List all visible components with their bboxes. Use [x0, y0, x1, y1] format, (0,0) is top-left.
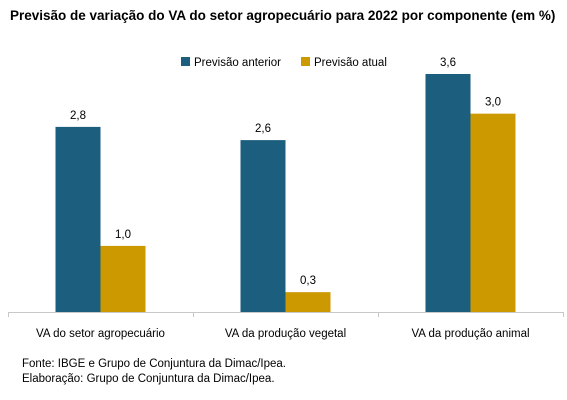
data-label-2-3: 3,0: [485, 97, 501, 109]
legend-label-2: Previsão atual: [314, 57, 387, 69]
legend-swatch-1: [181, 57, 190, 66]
source-note: Fonte: IBGE e Grupo de Conjuntura da Dim…: [22, 358, 287, 370]
chart-title: Previsão de variação do VA do setor agro…: [10, 8, 556, 23]
legend-label-1: Previsão anterior: [194, 57, 281, 69]
data-label-1-1: 2,8: [70, 110, 86, 122]
bar-2-2: [285, 292, 331, 312]
legend-swatch-2: [301, 57, 310, 66]
bar-2-1: [100, 245, 146, 312]
data-label-2-2: 0,3: [300, 275, 316, 287]
bar-1-2: [240, 140, 286, 312]
bar-1-1: [55, 126, 101, 312]
category-label-2: VA da produção vegetal: [225, 328, 346, 340]
category-label-3: VA da produção animal: [411, 328, 529, 340]
data-label-2-1: 1,0: [115, 229, 131, 241]
category-label-1: VA do setor agropecuário: [36, 328, 165, 340]
bar-2-3: [470, 113, 516, 313]
elaboration-note: Elaboração: Grupo de Conjuntura da Dimac…: [22, 373, 275, 385]
data-label-1-2: 2,6: [255, 123, 271, 135]
data-label-1-3: 3,6: [440, 57, 456, 69]
bar-1-3: [425, 74, 471, 312]
